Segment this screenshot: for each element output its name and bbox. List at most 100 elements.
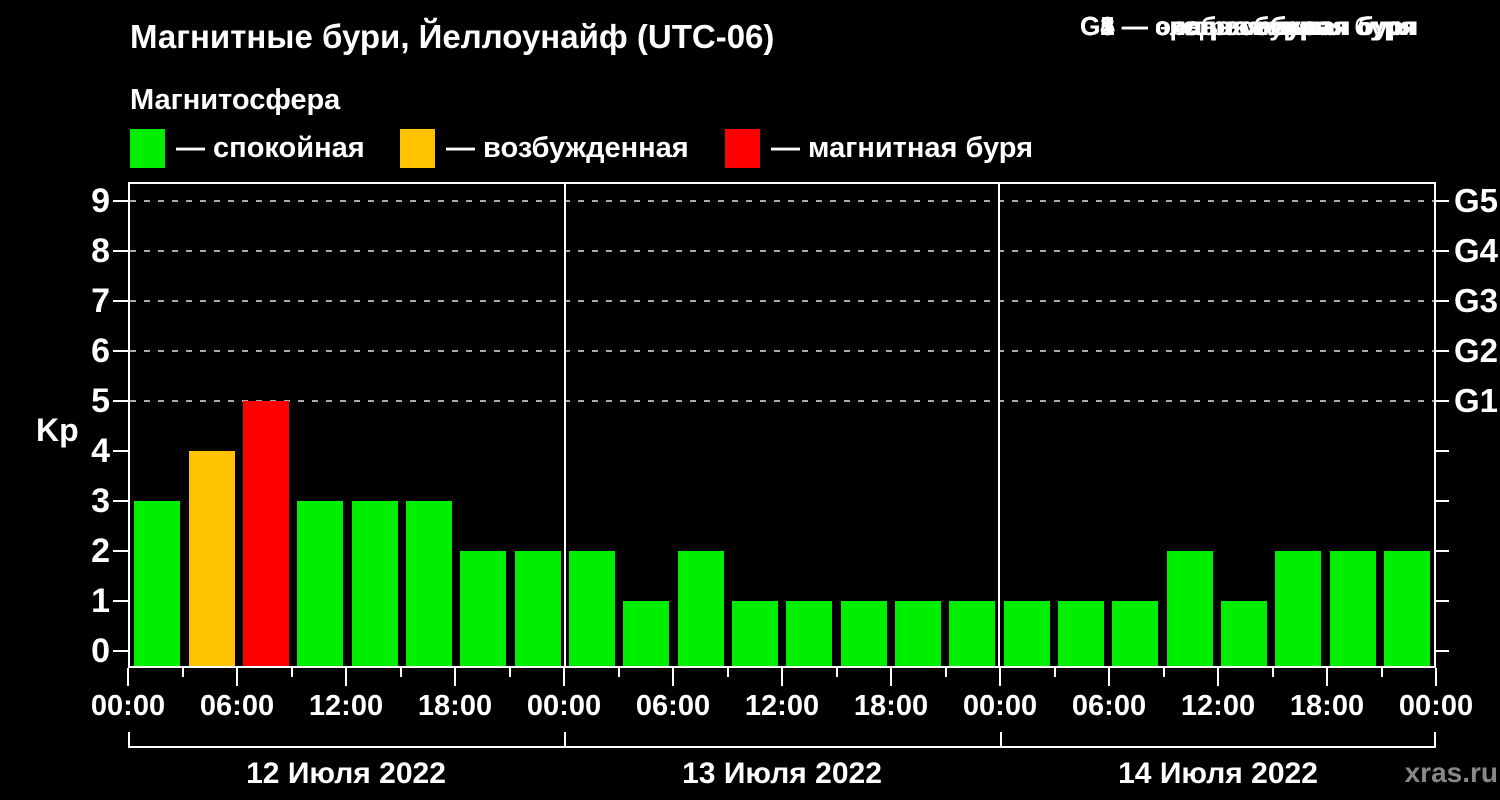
storm-scale-g1: G1 — слабая буря (1080, 11, 1315, 41)
date-label: 13 Июля 2022 (682, 757, 882, 790)
x-axis-time-label: 00:00 (90, 690, 166, 722)
kp-bar (840, 600, 887, 666)
x-axis-minor-tick (399, 668, 402, 677)
x-axis-minor-tick (944, 668, 947, 677)
legend-swatch-excited (400, 129, 435, 168)
x-axis-time-label: 06:00 (635, 690, 711, 722)
y-axis-label: 7 (91, 282, 110, 321)
kp-bar (460, 550, 507, 666)
y-axis-title: Kp (36, 412, 79, 448)
date-label: 14 Июля 2022 (1118, 757, 1318, 790)
y-axis-tick (113, 649, 128, 652)
right-axis-tick (1434, 200, 1449, 203)
x-axis-major-tick (236, 668, 238, 686)
x-axis-minor-tick (1162, 668, 1165, 677)
g-scale-label-g3: G3 (1454, 282, 1499, 320)
legend-label-storm: — магнитная буря (771, 132, 1034, 164)
y-axis-tick (113, 250, 128, 253)
x-axis-time-label: 00:00 (1398, 690, 1474, 722)
y-axis-label: 6 (91, 332, 110, 371)
right-axis-tick (1434, 549, 1449, 552)
x-axis-minor-tick (181, 668, 184, 677)
y-axis-label: 5 (91, 382, 110, 420)
day-separator (563, 184, 566, 666)
x-axis-major-tick (454, 668, 456, 686)
y-axis-label: 8 (91, 232, 110, 271)
x-axis-time-label: 06:00 (1071, 690, 1147, 722)
kp-bar (134, 500, 181, 666)
kp-bar (297, 500, 344, 666)
watermark: xras.ru (1404, 757, 1498, 788)
kp-bar (514, 550, 561, 666)
right-axis-tick (1434, 449, 1449, 452)
date-bracket-riser (128, 732, 130, 748)
kp-bar (188, 450, 235, 666)
x-axis-minor-tick (617, 668, 620, 677)
g-scale-label-g1: G1 (1454, 382, 1499, 419)
right-axis-tick (1434, 499, 1449, 502)
x-axis-time-label: 18:00 (417, 690, 493, 722)
date-label: 12 Июля 2022 (246, 757, 446, 790)
y-axis-label: 9 (91, 182, 110, 221)
plot-area (128, 182, 1436, 668)
x-axis-major-tick (1326, 668, 1328, 686)
gridline-kp8 (130, 250, 1434, 253)
y-axis-tick (113, 499, 128, 502)
kp-bar (1057, 600, 1104, 666)
x-axis-minor-tick (726, 668, 729, 677)
x-axis-time-label: 18:00 (853, 690, 929, 722)
g-scale-label-g5: G5 (1454, 182, 1499, 220)
x-axis-major-tick (127, 668, 129, 686)
kp-bar (731, 600, 778, 666)
storm-scale-g4: G4 — очень сильная буря (1080, 11, 1415, 41)
kp-bar (405, 500, 452, 666)
kp-bar (568, 550, 615, 666)
x-axis-time-label: 12:00 (1180, 690, 1256, 722)
date-bracket-line (128, 746, 1436, 748)
y-axis-tick (113, 300, 128, 303)
x-axis-major-tick (1435, 668, 1437, 686)
kp-bar (1275, 550, 1322, 666)
legend-swatch-storm (725, 129, 760, 168)
x-axis-minor-tick (508, 668, 511, 677)
legend-swatch-quiet (130, 129, 165, 168)
x-axis-minor-tick (1053, 668, 1056, 677)
x-axis-major-tick (345, 668, 347, 686)
g-scale-label-g2: G2 (1454, 332, 1499, 370)
x-axis-time-label: 00:00 (526, 690, 602, 722)
x-axis-major-tick (999, 668, 1001, 686)
y-axis-tick (113, 549, 128, 552)
kp-bar (786, 600, 833, 666)
x-axis-minor-tick (1380, 668, 1383, 677)
kp-bar (677, 550, 724, 666)
y-axis-label: 3 (91, 481, 110, 520)
legend-label-quiet: — спокойная (176, 132, 365, 164)
kp-bar (894, 600, 941, 666)
date-bracket-riser (564, 732, 566, 748)
legend-label-excited: — возбужденная (446, 132, 689, 164)
storm-scale-g2: G2 — средняя буря (1080, 11, 1331, 41)
date-bracket-riser (1000, 732, 1002, 748)
kp-bar (1383, 550, 1430, 666)
right-axis-tick (1434, 649, 1449, 652)
kp-bar (242, 401, 289, 666)
right-axis-tick (1434, 599, 1449, 602)
kp-bar (1003, 600, 1050, 666)
kp-bar (1166, 550, 1213, 666)
kp-bar (1112, 600, 1159, 666)
gridline-kp7 (130, 300, 1434, 303)
x-axis-time-label: 06:00 (199, 690, 275, 722)
y-axis-tick (113, 449, 128, 452)
gridline-kp5 (130, 400, 1434, 402)
y-axis-tick (113, 400, 128, 402)
x-axis-minor-tick (835, 668, 838, 677)
x-axis-minor-tick (290, 668, 293, 677)
kp-bar (351, 500, 398, 666)
kp-bar (949, 600, 996, 666)
right-axis-tick (1434, 350, 1449, 353)
kp-bar (1220, 600, 1267, 666)
y-axis-label: 2 (91, 531, 110, 570)
x-axis-time-label: 18:00 (1289, 690, 1365, 722)
gridline-kp6 (130, 350, 1434, 353)
